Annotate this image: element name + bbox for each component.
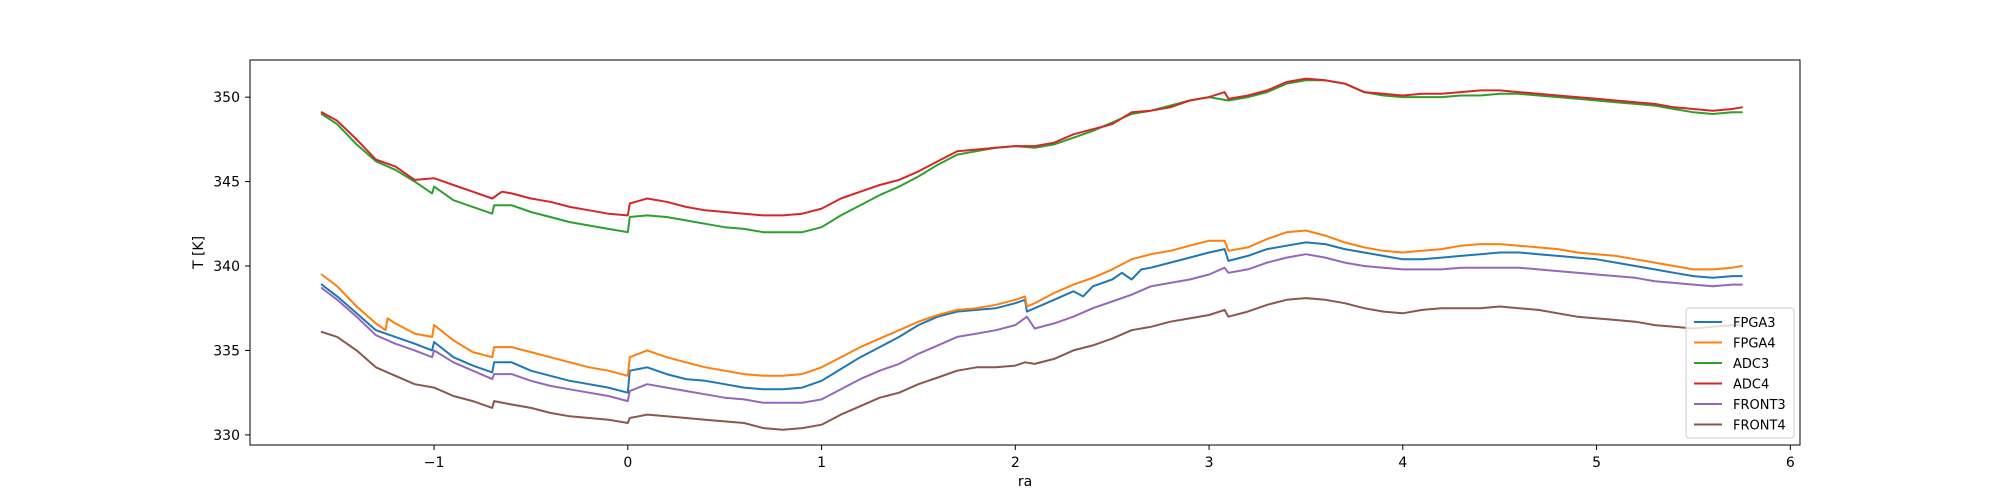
y-axis-label: T [K] [191, 236, 207, 270]
y-tick-label: 330 [213, 428, 240, 444]
legend-label: ADC3 [1733, 357, 1769, 372]
legend-entry: ADC4 [1694, 378, 1769, 393]
x-tick-label: 6 [1786, 455, 1795, 471]
legend-label: FRONT4 [1733, 419, 1786, 434]
y-tick-label: 350 [213, 90, 240, 106]
series-line-adc4 [320, 77, 1743, 217]
legend-label: FPGA4 [1733, 337, 1776, 352]
y-tick-label: 345 [213, 175, 240, 191]
series-line-front3 [320, 253, 1743, 404]
legend-box [1685, 307, 1795, 439]
y-tick-label: 340 [213, 259, 240, 275]
x-tick-label: 4 [1398, 455, 1407, 471]
x-tick-label: 2 [1011, 455, 1020, 471]
legend-entry: FPGA3 [1694, 316, 1776, 331]
x-axis-ticks: −1 0 1 2 3 4 5 6 [424, 445, 1795, 471]
x-axis-label: ra [1018, 474, 1032, 490]
legend-label: FPGA3 [1733, 316, 1776, 331]
x-tick-label: 3 [1205, 455, 1214, 471]
x-tick-label: −1 [424, 455, 445, 471]
y-tick-label: 335 [213, 343, 240, 359]
legend-entry: FRONT4 [1694, 419, 1786, 434]
y-axis-ticks: 330 335 340 345 350 [213, 90, 250, 444]
series-layer [320, 77, 1743, 431]
legend-entry: FRONT3 [1694, 398, 1786, 413]
series-line-fpga3 [320, 241, 1743, 394]
x-tick-label: 0 [623, 455, 632, 471]
series-line-fpga4 [320, 229, 1743, 377]
legend-entry: FPGA4 [1694, 337, 1776, 352]
legend-entries: FPGA3 FPGA4 ADC3 ADC4 FRONT3 FRONT4 [1694, 316, 1786, 434]
series-line-front4 [320, 297, 1743, 431]
legend-entry: ADC3 [1694, 357, 1769, 372]
legend: FPGA3 FPGA4 ADC3 ADC4 FRONT3 FRONT4 [1685, 307, 1795, 439]
legend-label: FRONT3 [1733, 398, 1786, 413]
plot-frame [249, 59, 1801, 446]
legend-label: ADC4 [1733, 378, 1769, 393]
x-tick-label: 1 [817, 455, 826, 471]
x-tick-label: 5 [1592, 455, 1601, 471]
